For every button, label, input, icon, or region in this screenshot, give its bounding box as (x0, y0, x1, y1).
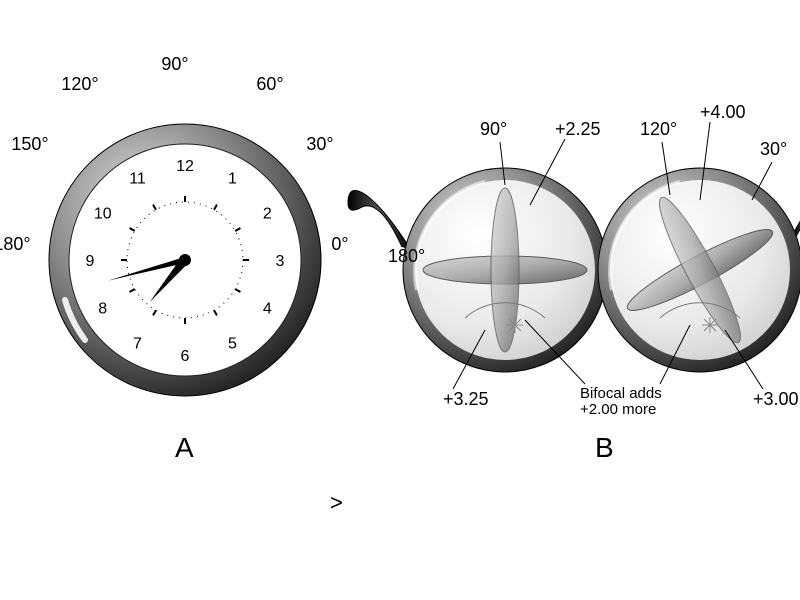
panel-b-glasses: 90° 120° 30° 180° +2.25 +4.00 +3.25 +3.00 Bifoca… (348, 102, 800, 418)
stray-gt: > (330, 490, 343, 516)
degree-label: 30° (306, 134, 333, 154)
clock-number: 10 (94, 206, 112, 223)
degree-label: 180° (0, 234, 31, 254)
clock-number: 8 (98, 301, 107, 318)
degree-label: 90° (480, 119, 507, 139)
clock-number: 1 (228, 171, 237, 188)
temple-left (348, 191, 411, 251)
panel-a-clock: 1212345678910110°30°60°90°120°150°180° (0, 54, 349, 396)
clock-number: 6 (181, 348, 190, 365)
degree-label: 30° (760, 139, 787, 159)
clock-number: 9 (86, 253, 95, 270)
panel-a-letter: A (175, 432, 194, 464)
degree-label: 120° (61, 74, 98, 94)
degree-label: 90° (161, 54, 188, 74)
clock-number: 4 (263, 301, 272, 318)
power-label: +4.00 (700, 102, 746, 122)
degree-label: 0° (331, 234, 348, 254)
panel-b-letter: B (595, 432, 614, 464)
degree-label: 120° (640, 119, 677, 139)
left-lens-sparkle (507, 317, 523, 333)
diagram-svg: 1212345678910110°30°60°90°120°150°180° 9… (0, 0, 800, 600)
bifocal-label: +2.00 more (580, 401, 656, 418)
bifocal-label: Bifocal adds (580, 385, 662, 402)
degree-label: 60° (256, 74, 283, 94)
degree-label: 150° (11, 134, 48, 154)
clock-number: 12 (176, 158, 194, 175)
power-label: +3.25 (443, 389, 489, 409)
clock-number: 5 (228, 335, 237, 352)
power-label: +2.25 (555, 119, 601, 139)
clock-number: 3 (276, 253, 285, 270)
clock-number: 2 (263, 206, 272, 223)
right-lens-sparkle (702, 317, 718, 333)
diagram-stage: 1212345678910110°30°60°90°120°150°180° 9… (0, 0, 800, 600)
degree-label: 180° (388, 246, 425, 266)
clock-number: 7 (133, 335, 142, 352)
clock-number: 11 (129, 171, 146, 188)
hand-pin (179, 254, 191, 266)
power-label: +3.00 (753, 389, 799, 409)
